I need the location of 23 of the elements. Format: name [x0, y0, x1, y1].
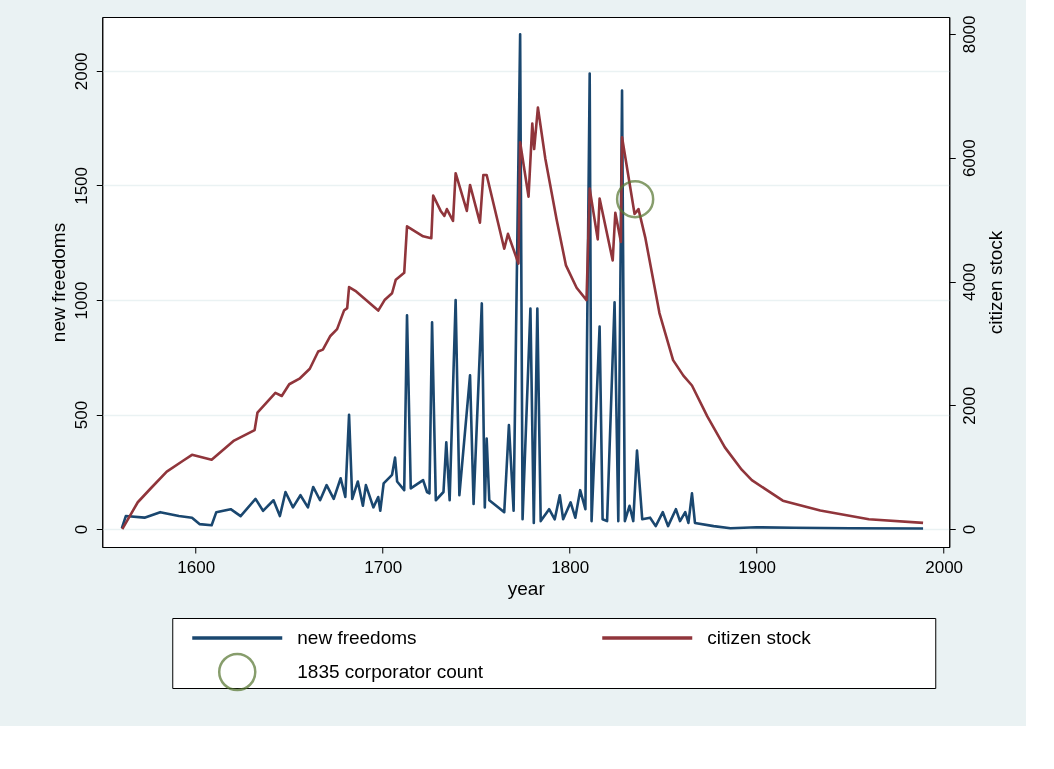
legend-label: citizen stock: [707, 627, 812, 648]
line-series: [120, 106, 925, 531]
x-axis-title: year: [507, 577, 546, 599]
legend-label: 1835 corporator count: [297, 661, 484, 682]
line-series: [120, 32, 925, 530]
y-tick-label: 1000: [71, 281, 91, 320]
legend-label: new freedoms: [297, 627, 417, 648]
y2-tick-label: 4000: [959, 263, 979, 301]
x-tick-label: 2000: [925, 557, 964, 577]
y-tick-label: 2000: [71, 52, 91, 91]
y2-tick-label: 8000: [959, 15, 979, 54]
y-tick-label: 500: [71, 400, 91, 430]
x-tick-label: 1600: [177, 557, 216, 577]
y2-axis-title: citizen stock: [984, 230, 1006, 335]
y2-tick-label: 0: [959, 524, 979, 535]
y-tick-label: 1500: [71, 167, 91, 205]
y-tick-label: 0: [71, 524, 91, 535]
x-tick-label: 1700: [364, 557, 403, 577]
x-tick-label: 1900: [738, 557, 777, 577]
x-tick-label: 1800: [551, 557, 590, 577]
y2-tick-label: 6000: [959, 139, 979, 178]
y2-tick-label: 2000: [959, 386, 979, 425]
y-axis-title: new freedoms: [47, 222, 69, 343]
